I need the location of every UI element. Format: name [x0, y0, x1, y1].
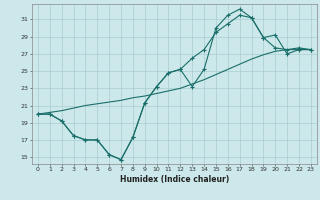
X-axis label: Humidex (Indice chaleur): Humidex (Indice chaleur)	[120, 175, 229, 184]
